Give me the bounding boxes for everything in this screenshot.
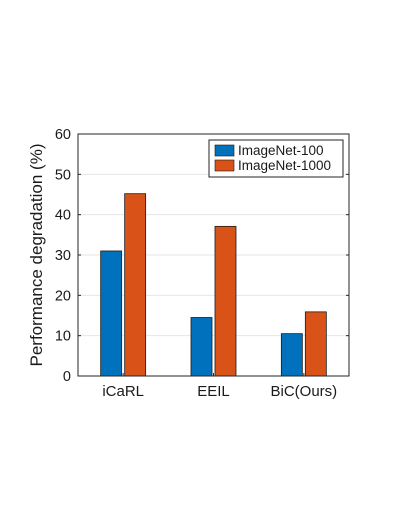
y-tick-label: 50 — [55, 167, 71, 183]
legend-entry: ImageNet-100 — [238, 143, 324, 158]
x-category-label: BiC(Ours) — [270, 383, 337, 400]
bar-imagenet-1000-icarl — [124, 193, 147, 377]
plot-frame — [77, 133, 350, 377]
y-tick-label: 0 — [63, 369, 71, 385]
x-axis-categories: iCaRL EEIL BiC(Ours) — [102, 373, 337, 400]
legend-entry: ImageNet-1000 — [238, 158, 331, 173]
y-axis-ticks: 0 10 20 30 40 50 60 — [55, 127, 349, 385]
x-category-label: iCaRL — [102, 383, 144, 400]
bar-imagenet-1000-bic-ours- — [304, 311, 327, 377]
bar-imagenet-100-bic-ours- — [280, 333, 303, 377]
y-tick-label: 30 — [55, 248, 71, 264]
y-tick-label: 10 — [55, 329, 71, 345]
legend-swatch — [214, 159, 235, 172]
bar-imagenet-1000-eeil — [214, 225, 237, 377]
gridlines — [78, 173, 349, 337]
y-tick-label: 40 — [55, 208, 71, 224]
x-category-label: EEIL — [197, 383, 230, 400]
y-axis-label: Performance degradation (%) — [27, 143, 46, 366]
bar-imagenet-100-icarl — [100, 250, 123, 377]
legend-swatch — [214, 144, 235, 157]
y-tick-label: 60 — [55, 127, 71, 143]
y-tick-label: 20 — [55, 288, 71, 304]
bar-imagenet-100-eeil — [190, 317, 213, 377]
